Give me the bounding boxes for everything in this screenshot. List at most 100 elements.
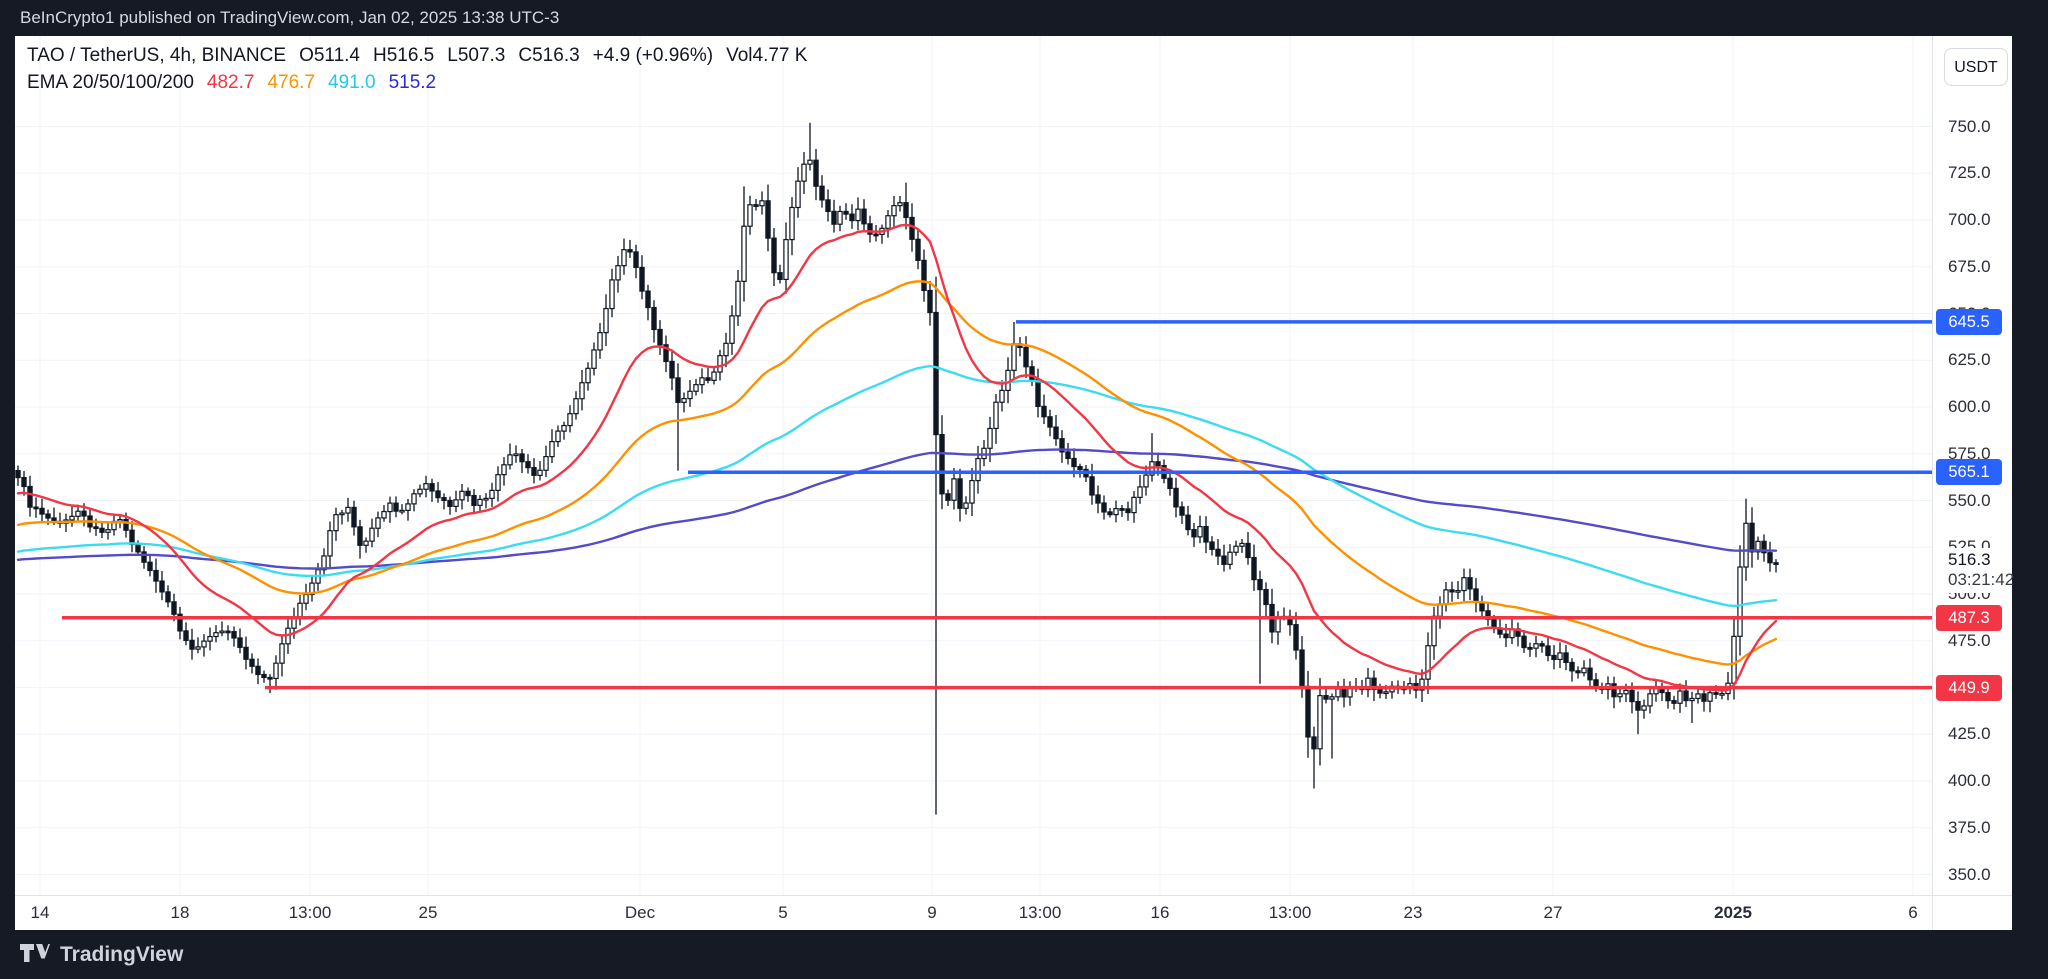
candle-up <box>1455 589 1461 593</box>
candle-down <box>657 328 663 346</box>
candle-up <box>729 315 735 344</box>
ema-line-200[interactable] <box>16 448 1778 570</box>
candle-up <box>1719 692 1725 696</box>
candle-down <box>261 673 267 679</box>
candle-up <box>507 454 513 466</box>
candle-up <box>1731 635 1737 684</box>
time-tick: Dec <box>624 903 656 922</box>
current-price-value: 516.3 <box>1948 550 1991 569</box>
candle-down <box>429 483 435 492</box>
candle-down <box>93 526 99 530</box>
candle-down <box>1209 541 1215 550</box>
candle-down <box>99 527 105 533</box>
candle-down <box>45 513 51 519</box>
candle-up <box>681 397 687 403</box>
candle-up <box>1623 689 1629 695</box>
candle-down <box>1293 624 1299 651</box>
candle-down <box>1749 522 1755 553</box>
candle-up <box>759 200 765 207</box>
candle-down <box>1671 700 1677 704</box>
candle-down <box>705 377 711 381</box>
price-tick: 375.0 <box>1948 817 1991 837</box>
candle-up <box>1113 508 1119 516</box>
candle-down <box>1449 589 1455 593</box>
candle-up <box>855 208 861 222</box>
candle-down <box>1179 506 1185 516</box>
time-tick: 16 <box>1150 903 1170 922</box>
candle-up <box>693 384 699 392</box>
candle-up <box>999 389 1005 403</box>
candle-up <box>1677 690 1683 704</box>
candle-down <box>825 199 831 212</box>
candle-up <box>801 163 807 182</box>
tradingview-logo-icon[interactable] <box>20 943 50 966</box>
candle-up <box>621 249 627 267</box>
published-bar-text: BeInCrypto1 published on TradingView.com… <box>20 8 560 27</box>
candle-up <box>687 390 693 400</box>
candle-up <box>1335 688 1341 698</box>
candle-up <box>1443 589 1449 605</box>
candle-down <box>1257 579 1263 591</box>
candle-down <box>159 580 165 593</box>
candle-down <box>909 216 915 240</box>
candle-down <box>933 311 939 436</box>
time-tick: 27 <box>1543 903 1563 922</box>
candle-up <box>1317 695 1323 750</box>
candle-down <box>171 601 177 615</box>
candle-down <box>39 507 45 515</box>
candle-down <box>1029 366 1035 381</box>
candle-up <box>897 202 903 207</box>
candle-down <box>189 639 195 650</box>
ema-line-100[interactable] <box>16 364 1778 608</box>
current-price-label: 516.3 03:21:42 <box>1934 548 2014 593</box>
ohlc-open: O511.4 <box>299 45 360 66</box>
candle-down <box>1299 649 1305 688</box>
candle-up <box>609 279 615 310</box>
candle-up <box>417 488 423 495</box>
candle-down <box>1473 588 1479 603</box>
candle-down <box>51 517 57 522</box>
candle-down <box>1767 552 1773 564</box>
candle-up <box>795 180 801 209</box>
candle-up <box>951 478 957 501</box>
candle-up <box>213 632 219 638</box>
candle-down <box>1059 438 1065 453</box>
candle-down <box>357 526 363 546</box>
candle-up <box>207 635 213 642</box>
candle-down <box>135 543 141 553</box>
candle-up <box>333 514 339 532</box>
candle-up <box>1695 693 1701 700</box>
candle-down <box>1629 689 1635 703</box>
ema-line-50[interactable] <box>16 280 1778 666</box>
candle-up <box>513 453 519 457</box>
candle-up <box>993 401 999 430</box>
candle-down <box>945 493 951 501</box>
time-tick: 2025 <box>1714 903 1752 922</box>
time-tick: 13:00 <box>1268 903 1312 922</box>
candle-up <box>717 355 723 373</box>
candle-down <box>819 185 825 201</box>
candle-down <box>921 259 927 292</box>
level-price-pill: 565.1 <box>1936 459 2002 486</box>
candle-up <box>489 489 495 499</box>
ema-value-50: 476.7 <box>267 72 316 93</box>
candle-down <box>27 485 33 508</box>
candle-up <box>1275 616 1281 633</box>
candle-down <box>1587 667 1593 681</box>
candle-down <box>675 377 681 403</box>
candle-down <box>1611 683 1617 698</box>
candle-up <box>699 377 705 386</box>
candle-series <box>15 122 1779 815</box>
candle-up <box>711 371 717 381</box>
ema-line-20[interactable] <box>16 223 1778 692</box>
candle-down <box>1065 451 1071 460</box>
price-tick: 750.0 <box>1948 116 1991 136</box>
candle-down <box>753 204 759 207</box>
candle-down <box>903 202 909 219</box>
candle-up <box>537 469 543 476</box>
currency-toggle-button[interactable]: USDT <box>1944 48 2008 86</box>
candle-down <box>1575 670 1581 674</box>
candle-up <box>555 430 561 443</box>
tradingview-brand-text[interactable]: TradingView <box>60 942 184 966</box>
